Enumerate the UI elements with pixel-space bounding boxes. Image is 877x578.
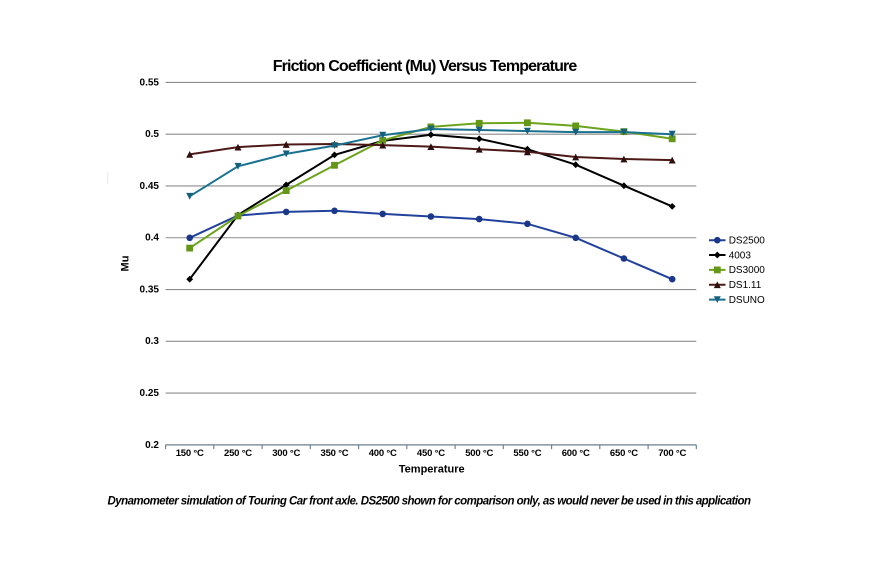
svg-text:600 °C: 600 °C bbox=[562, 448, 590, 459]
svg-text:650 °C: 650 °C bbox=[610, 448, 638, 459]
svg-text:350 °C: 350 °C bbox=[321, 448, 349, 459]
svg-text:500 °C: 500 °C bbox=[465, 448, 493, 459]
svg-text:0.45: 0.45 bbox=[140, 181, 160, 192]
svg-text:DSUNO: DSUNO bbox=[729, 295, 765, 306]
svg-text:150 °C: 150 °C bbox=[176, 448, 204, 459]
svg-text:0.2: 0.2 bbox=[145, 440, 159, 451]
svg-text:Mu: Mu bbox=[120, 256, 132, 272]
svg-text:550 °C: 550 °C bbox=[513, 448, 541, 459]
svg-text:250 °C: 250 °C bbox=[224, 448, 252, 459]
svg-text:400 °C: 400 °C bbox=[369, 448, 397, 459]
svg-text:700 °C: 700 °C bbox=[658, 448, 686, 459]
svg-text:0.5: 0.5 bbox=[145, 129, 159, 140]
svg-text:0.25: 0.25 bbox=[140, 388, 160, 399]
svg-text:4003: 4003 bbox=[729, 250, 752, 261]
svg-text:300 °C: 300 °C bbox=[272, 448, 300, 459]
svg-text:Temperature: Temperature bbox=[399, 464, 465, 476]
svg-text:Friction Coefficient (Mu) Vers: Friction Coefficient (Mu) Versus Tempera… bbox=[273, 58, 578, 75]
svg-text:Dynamometer simulation of Tour: Dynamometer simulation of Touring Car fr… bbox=[108, 495, 752, 507]
svg-text:0.55: 0.55 bbox=[140, 77, 160, 88]
svg-text:DS1.11: DS1.11 bbox=[729, 280, 762, 291]
svg-text:0.4: 0.4 bbox=[145, 233, 159, 244]
svg-text:0.3: 0.3 bbox=[145, 336, 159, 347]
svg-text:DS2500: DS2500 bbox=[729, 236, 766, 247]
svg-text:DS3000: DS3000 bbox=[729, 265, 766, 276]
svg-text:0.35: 0.35 bbox=[140, 284, 160, 295]
svg-text:450 °C: 450 °C bbox=[417, 448, 445, 459]
